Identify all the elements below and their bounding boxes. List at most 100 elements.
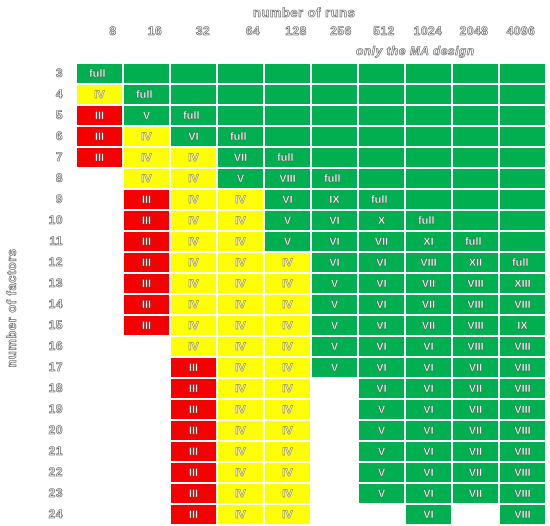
- cell-factors-6-runs-32: VI: [170, 126, 217, 147]
- cell-factors-9-runs-128: VI: [264, 189, 311, 210]
- runs-header-8: 8: [109, 24, 117, 39]
- cell-factors-15-runs-1024: VII: [405, 315, 452, 336]
- cell-factors-20-runs-64: IV: [217, 420, 264, 441]
- cell-factors-3-runs-16: [123, 63, 170, 84]
- cell-factors-15-runs-2048: VIII: [452, 315, 499, 336]
- factors-header-13: 13: [48, 276, 63, 291]
- cell-factors-3-runs-128: [264, 63, 311, 84]
- cell-factors-10-runs-32: IV: [170, 210, 217, 231]
- cell-factors-21-runs-2048: VII: [452, 441, 499, 462]
- cell-factors-12-runs-4096: full: [499, 252, 546, 273]
- cell-factors-9-runs-64: IV: [217, 189, 264, 210]
- cell-factors-10-runs-1024: full: [405, 210, 452, 231]
- cell-factors-14-runs-64: IV: [217, 294, 264, 315]
- cell-factors-12-runs-512: VI: [358, 252, 405, 273]
- cell-factors-3-runs-512: [358, 63, 405, 84]
- cell-factors-13-runs-64: IV: [217, 273, 264, 294]
- runs-header-64: 64: [245, 24, 261, 39]
- cell-factors-9-runs-4096: [499, 189, 546, 210]
- cell-factors-11-runs-16: III: [123, 231, 170, 252]
- factors-header-9: 9: [55, 192, 63, 207]
- cell-factors-19-runs-1024: VI: [405, 399, 452, 420]
- cell-factors-15-runs-32: IV: [170, 315, 217, 336]
- cell-factors-16-runs-256: V: [311, 336, 358, 357]
- cell-factors-3-runs-32: [170, 63, 217, 84]
- cell-factors-5-runs-2048: [452, 105, 499, 126]
- cell-factors-23-runs-4096: VIII: [499, 483, 546, 504]
- runs-header-128: 128: [285, 24, 307, 39]
- cell-factors-8-runs-256: full: [311, 168, 358, 189]
- factors-header-4: 4: [55, 87, 63, 102]
- cell-factors-13-runs-32: IV: [170, 273, 217, 294]
- factors-header-15: 15: [48, 318, 63, 333]
- cell-factors-11-runs-2048: full: [452, 231, 499, 252]
- cell-factors-5-runs-1024: [405, 105, 452, 126]
- cell-factors-23-runs-512: V: [358, 483, 405, 504]
- cell-factors-16-runs-4096: VIII: [499, 336, 546, 357]
- cell-factors-16-runs-64: IV: [217, 336, 264, 357]
- cell-factors-11-runs-256: VI: [311, 231, 358, 252]
- cell-factors-7-runs-1024: [405, 147, 452, 168]
- cell-factors-21-runs-1024: VI: [405, 441, 452, 462]
- factors-header-14: 14: [48, 297, 63, 312]
- cell-factors-14-runs-4096: VIII: [499, 294, 546, 315]
- cell-factors-17-runs-4096: VIII: [499, 357, 546, 378]
- cell-factors-15-runs-128: IV: [264, 315, 311, 336]
- cell-factors-8-runs-2048: [452, 168, 499, 189]
- factors-header-7: 7: [55, 150, 63, 165]
- cell-factors-14-runs-2048: VIII: [452, 294, 499, 315]
- cell-factors-13-runs-16: III: [123, 273, 170, 294]
- cell-factors-3-runs-4096: [499, 63, 546, 84]
- cell-factors-7-runs-8: III: [76, 147, 123, 168]
- cell-factors-17-runs-64: IV: [217, 357, 264, 378]
- cell-factors-3-runs-8: full: [76, 63, 123, 84]
- cell-factors-7-runs-2048: [452, 147, 499, 168]
- factors-header-19: 19: [48, 402, 63, 417]
- cell-factors-17-runs-32: III: [170, 357, 217, 378]
- runs-header-512: 512: [373, 24, 395, 39]
- cell-factors-10-runs-64: IV: [217, 210, 264, 231]
- cell-factors-22-runs-128: IV: [264, 462, 311, 483]
- cell-factors-17-runs-128: IV: [264, 357, 311, 378]
- cell-factors-11-runs-64: IV: [217, 231, 264, 252]
- cell-factors-8-runs-4096: [499, 168, 546, 189]
- cell-factors-19-runs-128: IV: [264, 399, 311, 420]
- cell-factors-3-runs-1024: [405, 63, 452, 84]
- cell-factors-5-runs-256: [311, 105, 358, 126]
- factors-header-3: 3: [55, 66, 63, 81]
- cell-factors-19-runs-4096: VIII: [499, 399, 546, 420]
- cell-factors-7-runs-16: IV: [123, 147, 170, 168]
- cell-factors-4-runs-512: [358, 84, 405, 105]
- cell-factors-6-runs-256: [311, 126, 358, 147]
- cell-factors-16-runs-2048: VIII: [452, 336, 499, 357]
- cell-factors-15-runs-64: IV: [217, 315, 264, 336]
- cell-factors-16-runs-512: VI: [358, 336, 405, 357]
- cell-factors-22-runs-32: III: [170, 462, 217, 483]
- cell-factors-10-runs-4096: [499, 210, 546, 231]
- cell-factors-7-runs-256: [311, 147, 358, 168]
- cell-factors-5-runs-512: [358, 105, 405, 126]
- factors-header-22: 22: [48, 465, 63, 480]
- cell-factors-24-runs-1024: VI: [405, 504, 452, 525]
- cell-factors-4-runs-16: full: [123, 84, 170, 105]
- cell-factors-18-runs-512: VI: [358, 378, 405, 399]
- cell-factors-22-runs-4096: VIII: [499, 462, 546, 483]
- cell-factors-5-runs-4096: [499, 105, 546, 126]
- cell-factors-11-runs-4096: [499, 231, 546, 252]
- cell-factors-22-runs-64: IV: [217, 462, 264, 483]
- cell-factors-6-runs-1024: [405, 126, 452, 147]
- cell-factors-10-runs-256: VI: [311, 210, 358, 231]
- factors-header-10: 10: [48, 213, 63, 228]
- runs-header-4096: 4096: [506, 24, 536, 39]
- cell-factors-23-runs-2048: VII: [452, 483, 499, 504]
- cell-factors-8-runs-512: [358, 168, 405, 189]
- factors-header-16: 16: [48, 339, 63, 354]
- cell-factors-21-runs-128: IV: [264, 441, 311, 462]
- cell-factors-15-runs-4096: IX: [499, 315, 546, 336]
- cell-factors-19-runs-64: IV: [217, 399, 264, 420]
- cell-factors-13-runs-1024: VII: [405, 273, 452, 294]
- cell-factors-20-runs-1024: VI: [405, 420, 452, 441]
- cell-factors-22-runs-2048: VII: [452, 462, 499, 483]
- cell-factors-6-runs-4096: [499, 126, 546, 147]
